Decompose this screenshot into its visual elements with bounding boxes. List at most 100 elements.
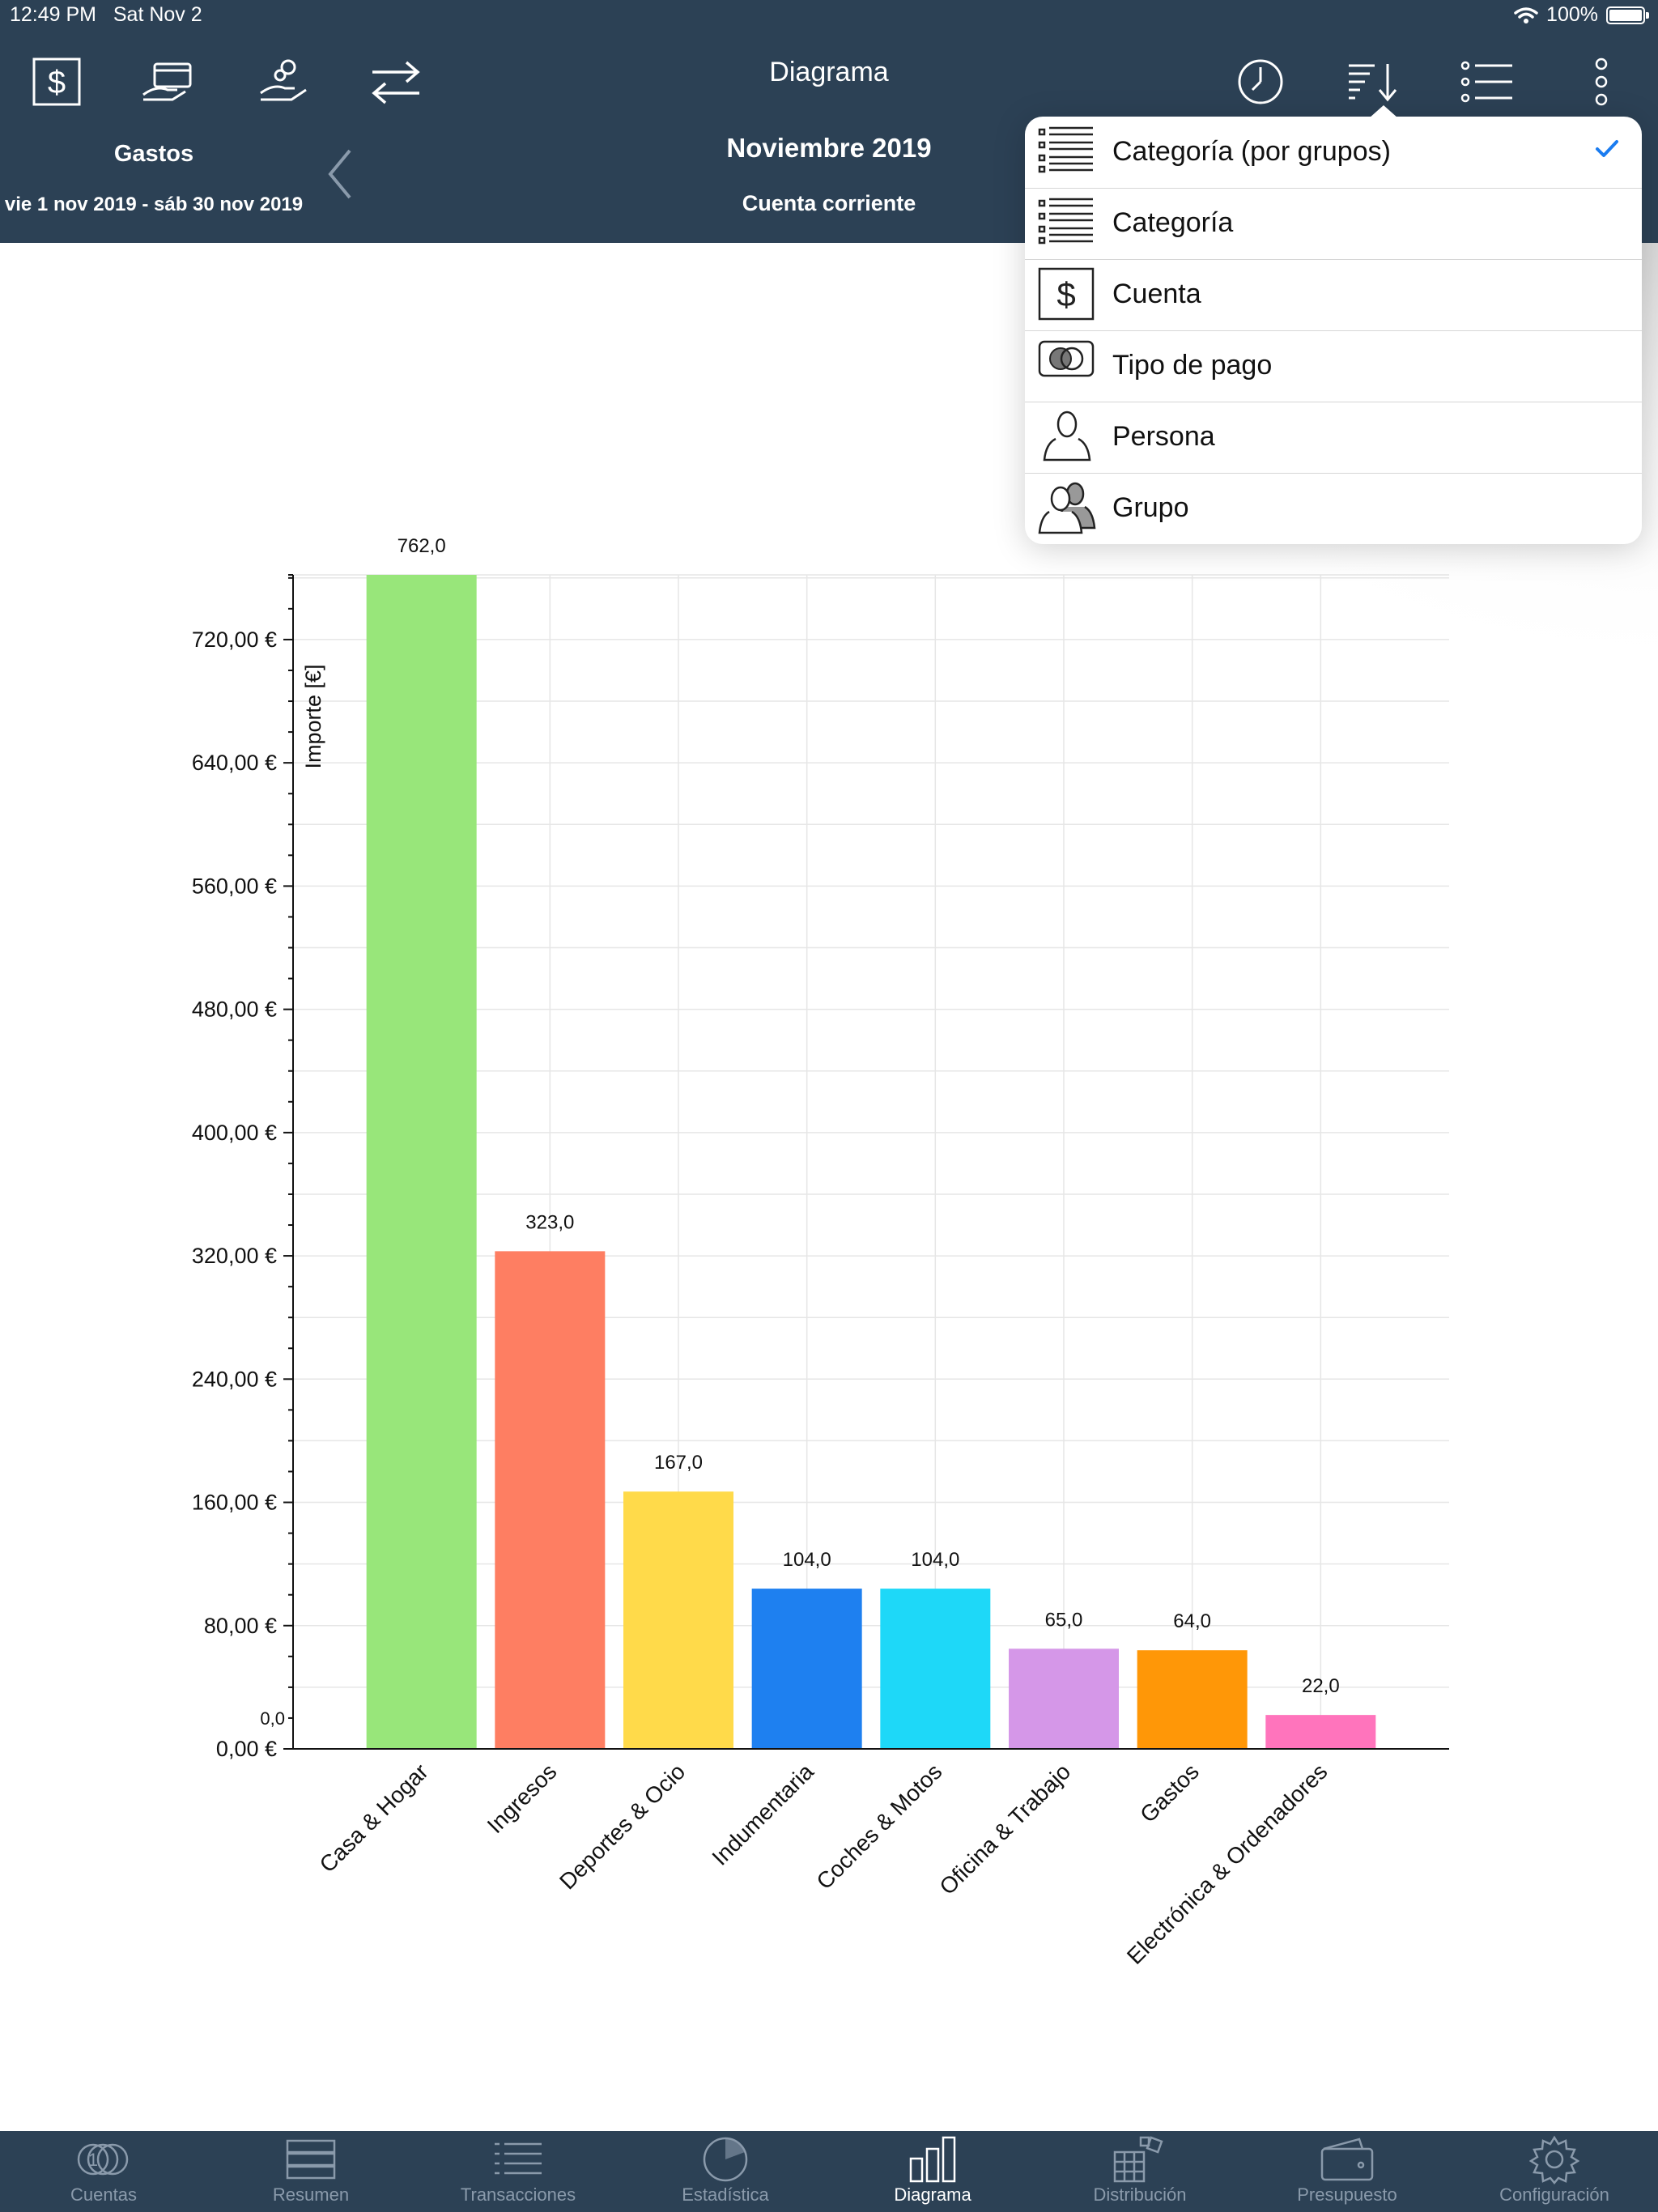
sort-menu-item[interactable]: $ Cuenta — [1025, 259, 1642, 331]
group-icon — [1038, 481, 1096, 536]
statistics-icon — [685, 2134, 766, 2184]
bar[interactable] — [495, 1251, 606, 1749]
sort-icon[interactable] — [1337, 45, 1410, 118]
gear-icon — [1514, 2134, 1595, 2184]
zero-value-label: 0,0 — [260, 1708, 285, 1729]
y-tick-label: 80,00 € — [204, 1614, 277, 1638]
list-icon[interactable] — [1451, 45, 1524, 118]
date-range: vie 1 nov 2019 - sáb 30 nov 2019 — [4, 194, 304, 215]
bar-value-label: 64,0 — [1173, 1610, 1211, 1632]
tab-resumen[interactable]: Resumen — [207, 2131, 414, 2212]
chevron-left-icon — [328, 149, 351, 199]
tab-label: Transacciones — [460, 2184, 576, 2205]
sort-menu-item[interactable]: Tipo de pago — [1025, 330, 1642, 402]
bar[interactable] — [1137, 1650, 1248, 1749]
tab-transacciones[interactable]: Transacciones — [414, 2131, 622, 2212]
transfer-arrows-icon[interactable] — [359, 45, 432, 118]
tab-label: Distribución — [1093, 2184, 1187, 2205]
bar-value-label: 65,0 — [1045, 1609, 1083, 1631]
tab-label: Presupuesto — [1297, 2184, 1397, 2205]
bar-chart-icon — [892, 2134, 973, 2184]
y-tick-label: 640,00 € — [192, 751, 277, 775]
distribution-icon — [1099, 2134, 1180, 2184]
battery-icon — [1606, 6, 1649, 24]
tab-label: Cuentas — [70, 2184, 137, 2205]
y-tick-label: 720,00 € — [192, 627, 277, 652]
x-tick-label: Casa & Hogar — [315, 1759, 433, 1877]
more-vertical-icon[interactable] — [1565, 45, 1638, 118]
tab-diagrama[interactable]: Diagrama — [829, 2131, 1036, 2212]
y-tick-label: 320,00 € — [192, 1244, 277, 1268]
tab-label: Diagrama — [894, 2184, 971, 2205]
sort-menu-item-label: Tipo de pago — [1112, 350, 1273, 381]
status-right: 100% — [1514, 3, 1649, 27]
tab-label: Resumen — [272, 2184, 350, 2205]
coin-hand-icon[interactable] — [247, 45, 320, 118]
bar[interactable] — [1009, 1648, 1119, 1749]
bar[interactable] — [751, 1589, 862, 1749]
tab-bar: 1 Cuentas Resumen Transacciones Estadística D… — [0, 2131, 1658, 2212]
bar-value-label: 167,0 — [654, 1452, 703, 1474]
tab-label: Configuración — [1499, 2184, 1609, 2205]
y-tick-label: 160,00 € — [192, 1491, 277, 1515]
x-tick-label: Indumentaria — [707, 1759, 818, 1870]
battery-percent: 100% — [1546, 3, 1598, 26]
y-axis-title: Importe [€] — [301, 664, 325, 768]
svg-text:$: $ — [48, 65, 66, 100]
checkmark-icon — [1595, 133, 1619, 167]
bar-value-label: 104,0 — [911, 1549, 959, 1571]
page-title: Diagrama — [769, 57, 889, 87]
bar-value-label: 104,0 — [783, 1549, 831, 1571]
tab-configuración[interactable]: Configuración — [1451, 2131, 1658, 2212]
y-tick-label: 480,00 € — [192, 998, 277, 1022]
payment-type-icon — [1038, 338, 1095, 393]
sort-menu-arrow — [1369, 105, 1398, 118]
tab-distribución[interactable]: Distribución — [1036, 2131, 1244, 2212]
dollar-box-icon[interactable]: $ — [20, 45, 93, 118]
sort-menu-item[interactable]: Persona — [1025, 402, 1642, 474]
sort-menu-item[interactable]: Grupo — [1025, 473, 1642, 544]
x-tick-label: Oficina & Trabajo — [934, 1759, 1075, 1899]
sort-menu-item-label: Categoría (por grupos) — [1112, 136, 1391, 167]
list-icon — [1038, 125, 1095, 180]
x-tick-label: Ingresos — [483, 1759, 562, 1838]
status-bar: 12:49 PM Sat Nov 2 100% — [0, 0, 1658, 32]
list-icon — [1038, 196, 1095, 251]
status-time: 12:49 PM Sat Nov 2 — [10, 3, 202, 26]
bar[interactable] — [880, 1589, 991, 1749]
clock-icon[interactable] — [1224, 45, 1297, 118]
person-icon — [1038, 410, 1095, 465]
wallet-icon — [1307, 2134, 1388, 2184]
bar[interactable] — [1265, 1715, 1376, 1749]
bar[interactable] — [366, 575, 477, 1749]
tab-presupuesto[interactable]: Presupuesto — [1244, 2131, 1451, 2212]
tab-estadística[interactable]: Estadística — [622, 2131, 829, 2212]
dollar-box-icon: $ — [1038, 267, 1095, 322]
bar-value-label: 323,0 — [525, 1211, 574, 1233]
sort-menu-item[interactable]: Categoría — [1025, 188, 1642, 260]
coins-icon: 1 — [63, 2134, 144, 2184]
sort-menu-item-label: Persona — [1112, 421, 1215, 452]
x-tick-label: Deportes & Ocio — [555, 1759, 690, 1894]
bar-value-label: 22,0 — [1302, 1675, 1340, 1697]
card-hand-icon[interactable] — [132, 45, 205, 118]
svg-text:1: 1 — [88, 2150, 98, 2170]
y-tick-label: 560,00 € — [192, 874, 277, 898]
transaction-type-label[interactable]: Gastos — [113, 141, 194, 167]
wifi-icon — [1514, 6, 1538, 23]
y-tick-label: 0,00 € — [216, 1737, 277, 1761]
sort-menu-item[interactable]: Categoría (por grupos) — [1025, 117, 1642, 189]
bar-value-label: 762,0 — [397, 535, 446, 557]
sort-menu-item-label: Grupo — [1112, 492, 1189, 523]
bar[interactable] — [623, 1491, 733, 1749]
account-name: Cuenta corriente — [742, 191, 916, 215]
x-tick-label: Gastos — [1135, 1759, 1204, 1827]
sort-menu-item-label: Categoría — [1112, 207, 1234, 238]
tab-label: Estadística — [682, 2184, 769, 2205]
tab-cuentas[interactable]: 1 Cuentas — [0, 2131, 207, 2212]
sort-menu-item-label: Cuenta — [1112, 279, 1201, 309]
previous-period-button[interactable] — [324, 146, 356, 206]
summary-icon — [270, 2134, 351, 2184]
y-tick-label: 400,00 € — [192, 1121, 277, 1145]
y-tick-label: 240,00 € — [192, 1367, 277, 1391]
